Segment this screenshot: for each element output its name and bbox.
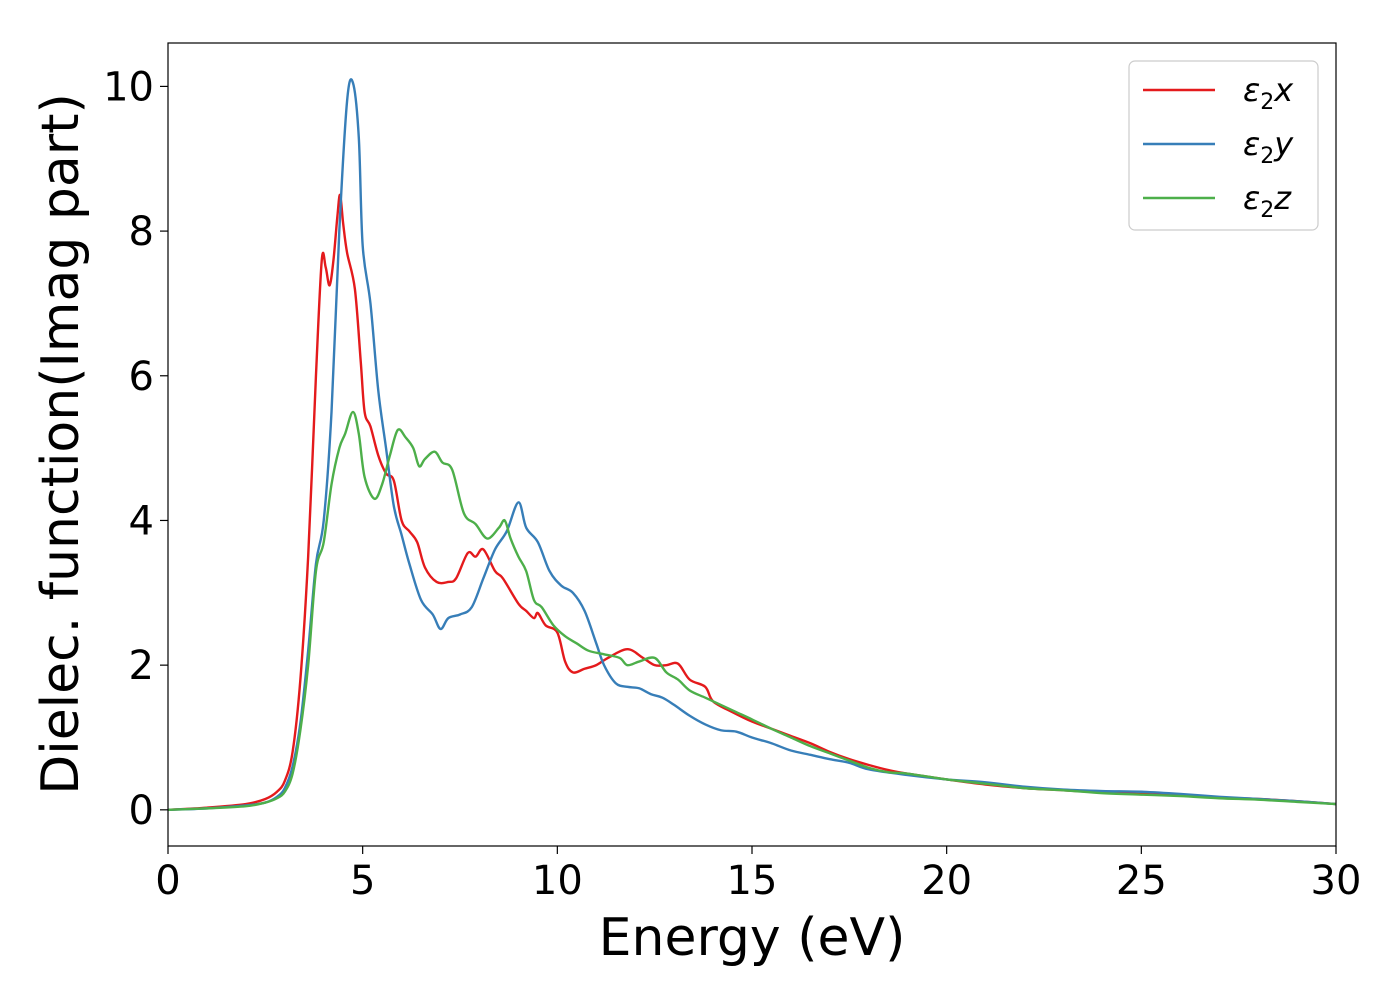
x-tick-label: 5 [350, 858, 375, 904]
legend-symbol: ε [1243, 71, 1260, 109]
series-line-x [167, 193, 1337, 812]
y-tick-label: 8 [129, 209, 154, 255]
legend-label-z: ε2z [1243, 179, 1292, 223]
legend-label-x: ε2x [1243, 71, 1294, 115]
legend-component: z [1273, 179, 1292, 217]
legend-symbol: ε [1243, 179, 1260, 217]
x-axis-ticks: 0 5 10 15 20 25 30 [155, 846, 1361, 904]
y-axis-ticks: 0 2 4 6 8 10 [103, 64, 168, 834]
legend-component: x [1273, 71, 1294, 109]
y-tick-label: 2 [129, 643, 154, 689]
y-tick-label: 6 [129, 354, 154, 400]
series-line-z [167, 410, 1337, 812]
y-tick-label: 10 [103, 64, 154, 110]
legend-symbol: ε [1243, 125, 1260, 163]
x-tick-label: 0 [155, 858, 180, 904]
series-line-y [167, 78, 1337, 812]
x-tick-label: 30 [1311, 858, 1362, 904]
x-tick-label: 20 [921, 858, 972, 904]
x-axis-label: Energy (eV) [599, 908, 906, 968]
series-layer [167, 78, 1337, 812]
legend-subscript: 2 [1260, 90, 1274, 115]
legend-component: y [1273, 125, 1294, 163]
x-tick-label: 10 [532, 858, 583, 904]
y-tick-label: 4 [129, 498, 154, 544]
legend-label-y: ε2y [1243, 125, 1294, 169]
y-tick-label: 0 [129, 788, 154, 834]
x-tick-label: 15 [727, 858, 778, 904]
x-tick-label: 25 [1116, 858, 1167, 904]
legend-subscript: 2 [1260, 144, 1274, 169]
legend-box [1128, 60, 1319, 231]
y-axis-label: Dielec. function(Imag part) [31, 93, 91, 795]
legend-subscript: 2 [1260, 198, 1274, 223]
